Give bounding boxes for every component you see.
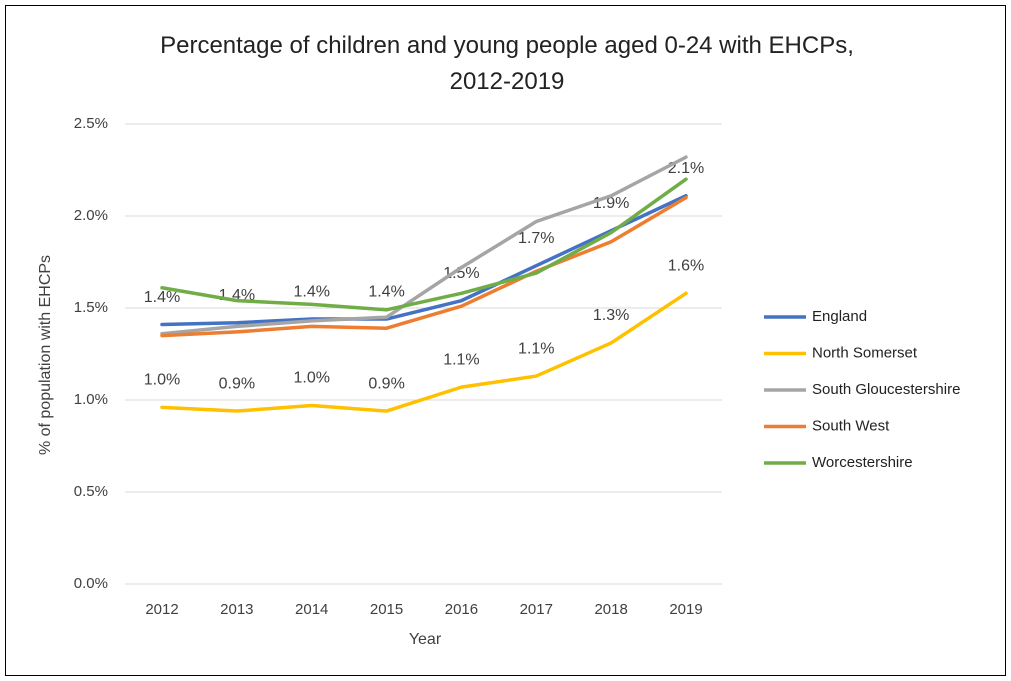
data-label: 1.3% xyxy=(593,307,629,324)
y-tick-label: 2.0% xyxy=(74,207,108,224)
series-line xyxy=(160,155,688,336)
data-label: 1.0% xyxy=(144,372,180,389)
y-axis-label: % of population with EHCPs xyxy=(37,255,54,455)
x-tick-label: 2015 xyxy=(370,601,403,618)
chart-title: Percentage of children and young people … xyxy=(160,32,854,95)
data-label: 0.9% xyxy=(219,375,255,392)
series-line xyxy=(160,195,688,338)
data-label: 2.1% xyxy=(668,160,704,177)
x-tick-label: 2013 xyxy=(220,601,253,618)
data-label: 1.1% xyxy=(443,351,479,368)
data-label: 1.4% xyxy=(293,283,329,300)
data-label: 1.5% xyxy=(443,265,479,282)
data-label: 1.6% xyxy=(668,257,704,274)
legend-label: North Somerset xyxy=(812,344,918,361)
x-axis-label: Year xyxy=(409,631,442,648)
legend-label: England xyxy=(812,308,867,325)
data-label: 0.9% xyxy=(368,375,404,392)
x-tick-label: 2014 xyxy=(295,601,328,618)
y-tick-label: 1.0% xyxy=(74,391,108,408)
x-tick-label: 2012 xyxy=(145,601,178,618)
y-tick-label: 1.5% xyxy=(74,299,108,316)
series-line xyxy=(160,177,688,312)
data-label: 1.4% xyxy=(144,289,180,306)
legend-label: South Gloucestershire xyxy=(812,381,960,398)
x-tick-label: 2018 xyxy=(594,601,627,618)
data-label: 1.1% xyxy=(518,340,554,357)
y-tick-label: 0.0% xyxy=(74,575,108,592)
data-label: 1.4% xyxy=(368,283,404,300)
x-tick-label: 2019 xyxy=(669,601,702,618)
y-tick-label: 2.5% xyxy=(74,115,108,132)
series-line xyxy=(160,194,688,327)
chart-border xyxy=(5,5,1006,676)
data-label: 1.7% xyxy=(518,230,554,247)
x-tick-label: 2017 xyxy=(520,601,553,618)
legend-label: South West xyxy=(812,417,890,434)
y-tick-label: 0.5% xyxy=(74,483,108,500)
series-line xyxy=(160,291,688,413)
data-label: 1.0% xyxy=(293,370,329,387)
legend-label: Worcestershire xyxy=(812,454,913,471)
x-tick-label: 2016 xyxy=(445,601,478,618)
